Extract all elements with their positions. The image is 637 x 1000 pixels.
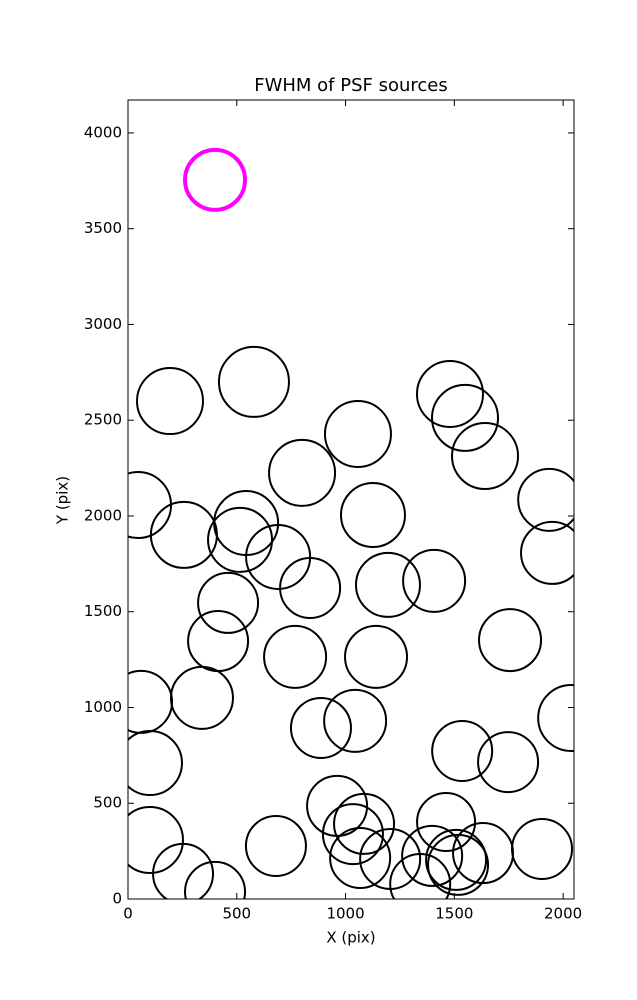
- psf-source: [187, 610, 250, 673]
- psf-source: [169, 665, 234, 730]
- psf-source: [268, 438, 337, 507]
- y-tick-label: 3500: [84, 219, 122, 237]
- psf-source: [339, 482, 406, 549]
- psf-source: [402, 548, 467, 613]
- psf-source: [149, 500, 218, 569]
- x-axis-label: X (pix): [326, 929, 375, 947]
- psf-source: [333, 792, 396, 855]
- x-tick-label: 1000: [326, 905, 364, 923]
- psf-source: [478, 608, 543, 673]
- y-tick-label: 1500: [84, 602, 122, 620]
- psf-source: [128, 471, 172, 540]
- psf-source: [135, 367, 204, 436]
- x-tick-label: 1500: [435, 905, 473, 923]
- psf-source: [207, 506, 274, 573]
- psf-source: [520, 520, 574, 585]
- psf-source: [344, 624, 409, 689]
- psf-source: [416, 792, 477, 853]
- y-tick-label: 0: [112, 890, 122, 908]
- x-tick-label: 2000: [544, 905, 582, 923]
- psf-source: [244, 814, 307, 877]
- y-tick-label: 4000: [84, 123, 122, 141]
- psf-source: [323, 400, 392, 469]
- psf-source: [329, 827, 392, 890]
- y-tick-label: 500: [93, 794, 122, 812]
- psf-source: [451, 422, 520, 491]
- y-tick-label: 2000: [84, 506, 122, 524]
- psf-source: [431, 383, 500, 452]
- psf-source: [427, 833, 490, 896]
- psf-source: [431, 719, 494, 782]
- psf-source: [537, 684, 574, 753]
- x-tick-label: 500: [222, 905, 251, 923]
- psf-source: [354, 551, 421, 618]
- psf-source: [289, 696, 352, 759]
- y-tick-label: 1000: [84, 698, 122, 716]
- psf-source: [213, 490, 280, 557]
- psf-source: [477, 731, 540, 794]
- x-tick-label: 0: [123, 905, 133, 923]
- psf-source: [183, 147, 248, 212]
- psf-source: [128, 730, 183, 797]
- psf-source: [517, 467, 574, 532]
- psf-source: [152, 842, 215, 899]
- psf-source: [128, 806, 184, 875]
- psf-source: [197, 571, 260, 634]
- psf-source: [389, 853, 452, 899]
- psf-source: [401, 824, 464, 887]
- y-tick-label: 3000: [84, 315, 122, 333]
- psf-source: [306, 774, 369, 837]
- psf-source: [425, 828, 488, 891]
- y-tick-label: 2500: [84, 411, 122, 429]
- psf-source: [217, 345, 290, 418]
- psf-source: [184, 860, 247, 899]
- y-axis-label: Y (pix): [54, 476, 72, 525]
- chart-title: FWHM of PSF sources: [254, 75, 448, 96]
- psf-source: [263, 624, 328, 689]
- psf-source: [279, 556, 342, 619]
- plot-area: [128, 147, 574, 899]
- psf-source: [245, 523, 312, 590]
- psf-source: [321, 803, 384, 866]
- plot-frame: [127, 99, 575, 900]
- psf-source: [511, 818, 574, 881]
- psf-source: [323, 688, 388, 753]
- psf-source: [415, 359, 484, 428]
